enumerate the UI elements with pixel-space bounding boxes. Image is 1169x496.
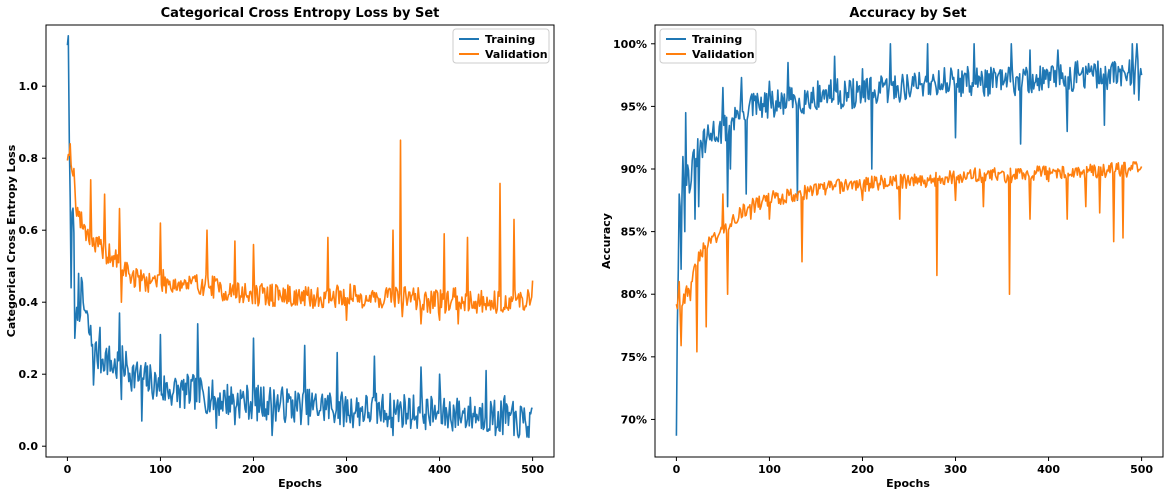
y-tick-label: 100% (613, 38, 647, 51)
x-tick-label: 500 (1130, 463, 1153, 476)
x-tick-label: 400 (1037, 463, 1060, 476)
accuracy-chart-title: Accuracy by Set (849, 6, 966, 21)
series-line-training (66, 35, 533, 439)
legend-label: Training (485, 33, 535, 46)
accuracy-chart-plot-area: 0 100 200 300 400 500 70% 75% 80% 85% 90% 95% 100% Tr… (613, 24, 1164, 476)
legend-label: Validation (692, 48, 755, 61)
loss-chart-xlabel: Epochs (278, 477, 322, 490)
legend-label: Validation (485, 48, 548, 61)
x-tick-label: 100 (149, 463, 172, 476)
legend-label: Training (692, 33, 742, 46)
y-tick-label: 90% (621, 163, 647, 176)
y-tick-label: 85% (621, 226, 647, 239)
loss-chart-ylabel: Categorical Cross Entropy Loss (5, 144, 18, 337)
y-tick-label: 0.4 (19, 296, 39, 309)
y-tick-label: 70% (621, 413, 647, 426)
accuracy-chart-ylabel: Accuracy (600, 213, 613, 269)
axes-frame (45, 24, 555, 458)
axes-frame (654, 24, 1164, 458)
series-line-training (675, 43, 1143, 436)
y-tick-label: 75% (621, 351, 647, 364)
legend: Training Validation (452, 28, 550, 64)
x-tick-label: 200 (851, 463, 874, 476)
x-tick-label: 500 (521, 463, 544, 476)
x-tick-label: 400 (428, 463, 451, 476)
series-line-validation (66, 139, 534, 325)
x-tick-label: 100 (758, 463, 781, 476)
y-tick-label: 80% (621, 288, 647, 301)
x-tick-label: 0 (64, 463, 72, 476)
legend: Training Validation (659, 28, 757, 64)
series-line-validation (675, 161, 1143, 353)
y-tick-label: 95% (621, 100, 647, 113)
accuracy-chart: Accuracy by Set Epochs Accuracy 0 100 200 3… (600, 6, 1164, 490)
loss-chart: Categorical Cross Entropy Loss by Set Ep… (5, 6, 555, 490)
y-tick-label: 1.0 (19, 80, 39, 93)
y-tick-label: 0.6 (19, 224, 39, 237)
x-tick-label: 200 (242, 463, 265, 476)
x-tick-label: 300 (335, 463, 358, 476)
y-tick-label: 0.8 (19, 152, 39, 165)
x-tick-label: 300 (944, 463, 967, 476)
accuracy-chart-xlabel: Epochs (886, 477, 930, 490)
x-tick-label: 0 (673, 463, 681, 476)
loss-chart-title: Categorical Cross Entropy Loss by Set (161, 6, 440, 21)
loss-chart-plot-area: 0 100 200 300 400 500 0.0 0.2 0.4 0.6 0.8 1.0 Traini… (19, 24, 555, 476)
y-tick-label: 0.0 (19, 440, 39, 453)
y-tick-label: 0.2 (19, 368, 39, 381)
